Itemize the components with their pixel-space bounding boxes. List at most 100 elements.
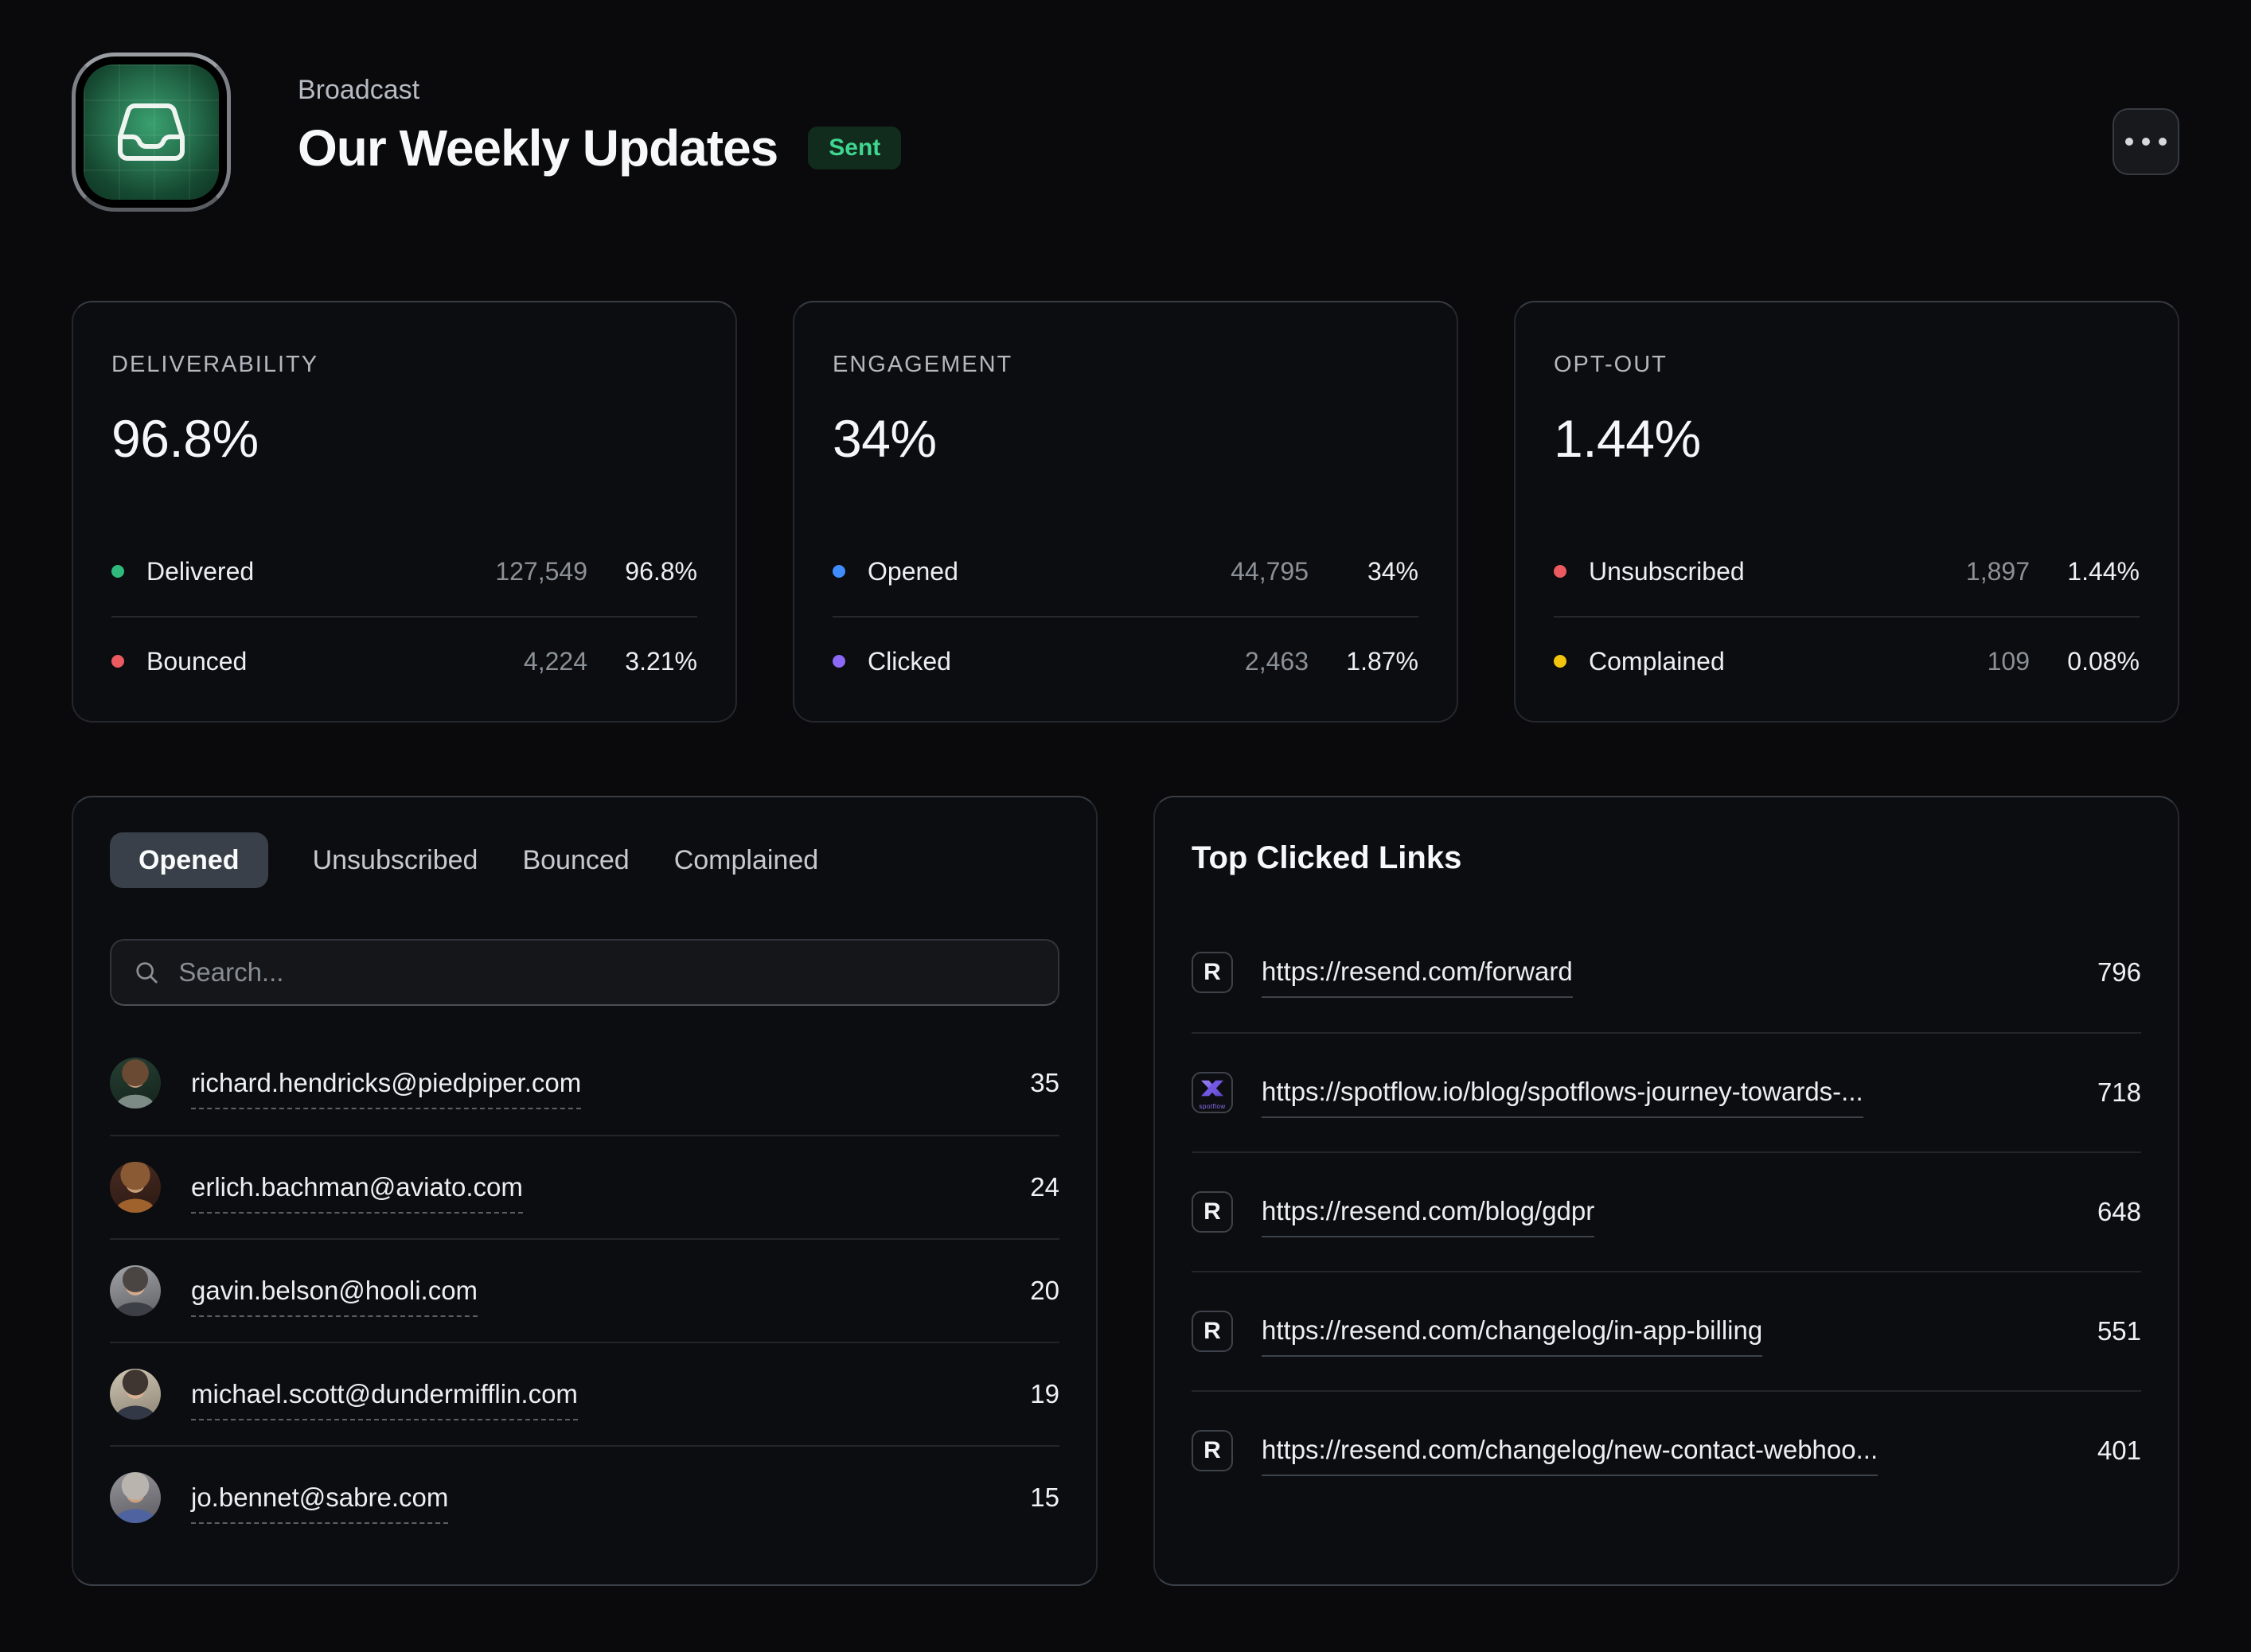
link-count: 648 (2097, 1197, 2141, 1226)
status-badge: Sent (808, 127, 902, 169)
tab-complained[interactable]: Complained (673, 845, 819, 875)
resend-favicon: R (1192, 1430, 1233, 1471)
deliverability-card: DELIVERABILITY 96.8% Delivered 127,549 9… (72, 301, 737, 723)
recipient-count: 20 (1030, 1276, 1059, 1305)
link-row[interactable]: R https://resend.com/blog/gdpr 648 (1192, 1151, 2141, 1271)
inbox-icon (84, 64, 219, 200)
clicked-dot-icon (833, 655, 845, 668)
stat-label: Complained (1589, 646, 1725, 676)
recipients-panel: Opened Unsubscribed Bounced Complained r… (72, 796, 1098, 1586)
card-stats: Delivered 127,549 96.8% Bounced 4,224 3.… (111, 527, 697, 705)
link-count: 551 (2097, 1316, 2141, 1346)
search-input[interactable] (177, 957, 1036, 988)
favicon-letter: R (1204, 1437, 1221, 1463)
recipient-count: 15 (1030, 1483, 1059, 1512)
unsubscribed-dot-icon (1554, 565, 1566, 578)
recipient-row[interactable]: erlich.bachman@aviato.com 24 (110, 1135, 1059, 1238)
card-label: ENGAGEMENT (833, 352, 1013, 377)
link-url[interactable]: https://resend.com/changelog/new-contact… (1262, 1435, 1878, 1476)
stat-pct: 1.44% (2067, 556, 2140, 586)
stat-count: 1,897 (1965, 556, 2030, 586)
recipient-email[interactable]: richard.hendricks@piedpiper.com (191, 1068, 582, 1109)
stat-row-bounced: Bounced 4,224 3.21% (111, 616, 697, 705)
link-url[interactable]: https://resend.com/forward (1262, 957, 1573, 998)
search-icon (136, 962, 158, 984)
favicon-letter: R (1204, 1198, 1221, 1225)
stat-pct: 96.8% (625, 556, 697, 586)
opt-out-card: OPT-OUT 1.44% Unsubscribed 1,897 1.44% C… (1514, 301, 2179, 723)
link-row[interactable]: R https://resend.com/forward 796 (1192, 913, 2141, 1032)
stat-row-complained: Complained 109 0.08% (1554, 616, 2140, 705)
recipient-row[interactable]: gavin.belson@hooli.com 20 (110, 1238, 1059, 1342)
recipient-row[interactable]: richard.hendricks@piedpiper.com 35 (110, 1031, 1059, 1135)
lower-panels: Opened Unsubscribed Bounced Complained r… (72, 796, 2179, 1586)
links-list: R https://resend.com/forward 796 (1192, 913, 2141, 1510)
spotflow-label: spotflow (1199, 1103, 1226, 1110)
stat-row-clicked: Clicked 2,463 1.87% (833, 616, 1418, 705)
broadcast-app-icon (72, 53, 231, 212)
stat-count: 127,549 (495, 556, 587, 586)
search-box[interactable] (110, 939, 1059, 1006)
opened-dot-icon (833, 565, 845, 578)
recipient-count: 19 (1030, 1379, 1059, 1408)
recipient-list: richard.hendricks@piedpiper.com 35 erlic… (110, 1031, 1059, 1549)
page-title: Our Weekly Updates (298, 119, 778, 177)
tab-opened[interactable]: Opened (110, 832, 268, 888)
link-url[interactable]: https://spotflow.io/blog/spotflows-journ… (1262, 1077, 1863, 1118)
avatar (110, 1265, 161, 1316)
stat-label: Unsubscribed (1589, 556, 1745, 586)
card-label: OPT-OUT (1554, 352, 1668, 377)
recipient-row[interactable]: michael.scott@dundermifflin.com 19 (110, 1342, 1059, 1445)
link-url[interactable]: https://resend.com/changelog/in-app-bill… (1262, 1315, 1763, 1357)
tab-bounced[interactable]: Bounced (522, 845, 630, 875)
resend-favicon: R (1192, 1311, 1233, 1352)
stat-count: 109 (1987, 646, 2030, 676)
stat-row-unsubscribed: Unsubscribed 1,897 1.44% (1554, 527, 2140, 616)
recipient-row[interactable]: jo.bennet@sabre.com 15 (110, 1445, 1059, 1549)
stat-label: Opened (868, 556, 958, 586)
card-value: 96.8% (111, 409, 259, 468)
stat-row-delivered: Delivered 127,549 96.8% (111, 527, 697, 616)
card-stats: Unsubscribed 1,897 1.44% Complained 109 … (1554, 527, 2140, 705)
tab-unsubscribed[interactable]: Unsubscribed (312, 845, 478, 875)
delivered-dot-icon (111, 565, 124, 578)
stat-count: 44,795 (1231, 556, 1309, 586)
stat-label: Clicked (868, 646, 951, 676)
link-row[interactable]: R https://resend.com/changelog/in-app-bi… (1192, 1271, 2141, 1390)
spotflow-favicon: spotflow (1192, 1072, 1233, 1113)
stats-cards: DELIVERABILITY 96.8% Delivered 127,549 9… (72, 301, 2179, 723)
stat-pct: 34% (1367, 556, 1418, 586)
breadcrumb-broadcast: Broadcast (298, 75, 420, 105)
stat-pct: 1.87% (1346, 646, 1418, 676)
stat-count: 2,463 (1244, 646, 1309, 676)
card-value: 1.44% (1554, 409, 1701, 468)
resend-favicon: R (1192, 1191, 1233, 1233)
recipient-tabs: Opened Unsubscribed Bounced Complained (110, 832, 1059, 888)
link-url[interactable]: https://resend.com/blog/gdpr (1262, 1196, 1595, 1237)
favicon-letter: R (1204, 959, 1221, 985)
header-text: Broadcast Our Weekly Updates Sent (298, 53, 902, 177)
recipient-email[interactable]: erlich.bachman@aviato.com (191, 1172, 523, 1214)
recipient-count: 24 (1030, 1172, 1059, 1202)
avatar (110, 1162, 161, 1213)
recipient-email[interactable]: gavin.belson@hooli.com (191, 1276, 478, 1317)
more-options-button[interactable] (2113, 108, 2179, 175)
top-clicked-links-panel: Top Clicked Links R https://resend.com/f… (1153, 796, 2179, 1586)
ellipsis-icon (2125, 138, 2167, 146)
favicon-letter: R (1204, 1318, 1221, 1344)
stat-label: Delivered (146, 556, 255, 586)
header: Broadcast Our Weekly Updates Sent (72, 53, 2179, 212)
recipient-email[interactable]: jo.bennet@sabre.com (191, 1483, 449, 1524)
stat-pct: 3.21% (625, 646, 697, 676)
complained-dot-icon (1554, 655, 1566, 668)
link-row[interactable]: spotflow https://spotflow.io/blog/spotfl… (1192, 1032, 2141, 1151)
bounced-dot-icon (111, 655, 124, 668)
link-count: 401 (2097, 1436, 2141, 1465)
stat-label: Bounced (146, 646, 248, 676)
card-label: DELIVERABILITY (111, 352, 319, 377)
recipient-email[interactable]: michael.scott@dundermifflin.com (191, 1379, 578, 1420)
stat-pct: 0.08% (2067, 646, 2140, 676)
link-row[interactable]: R https://resend.com/changelog/new-conta… (1192, 1390, 2141, 1510)
stat-row-opened: Opened 44,795 34% (833, 527, 1418, 616)
